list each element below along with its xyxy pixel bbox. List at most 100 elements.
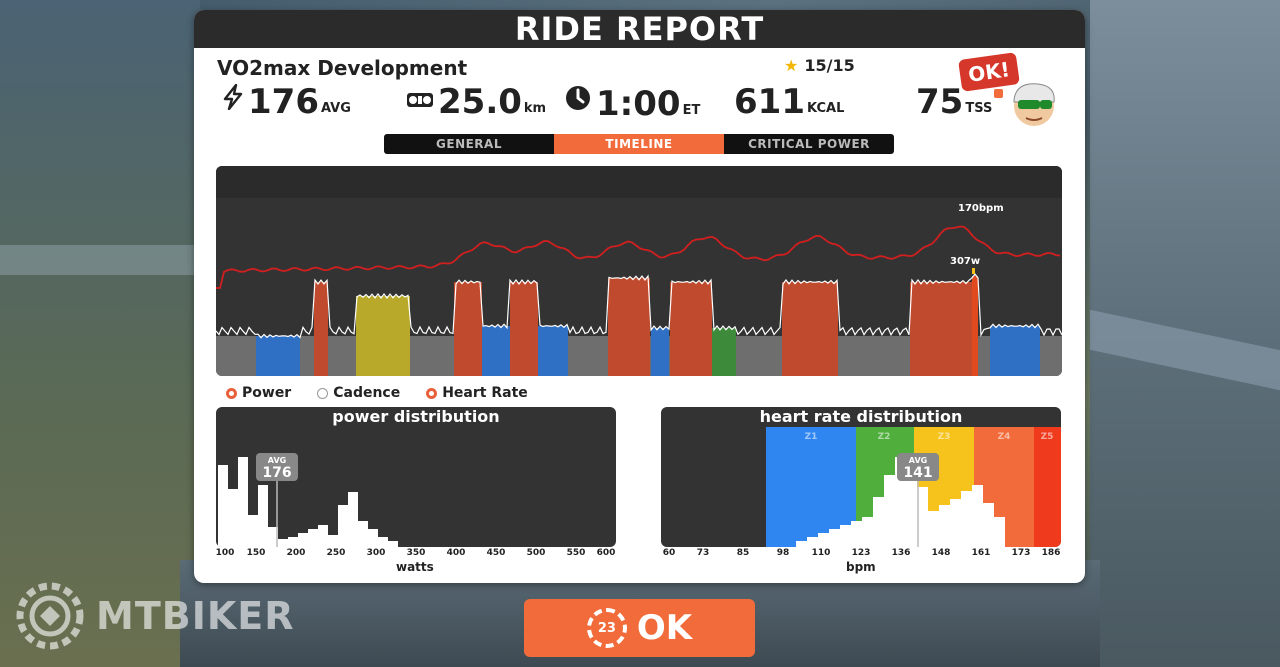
timeline-interval — [782, 282, 838, 376]
legend-cadence-toggle[interactable] — [317, 387, 329, 399]
power-tick: 350 — [406, 548, 426, 558]
hr-dist-bar — [994, 517, 1005, 547]
timeline-interval — [670, 282, 712, 376]
legend-power-toggle[interactable] — [226, 387, 237, 399]
power-x-title: watts — [396, 560, 434, 574]
gear-icon — [16, 582, 84, 650]
power-dist-bar — [328, 535, 338, 547]
hr-distribution-title: heart rate distribution — [759, 407, 963, 426]
tab-timeline[interactable]: TIMELINE — [554, 134, 724, 154]
legend-power[interactable]: Power — [226, 385, 291, 401]
hr-dist-bar — [796, 541, 807, 547]
hr-dist-bar — [818, 533, 829, 547]
hr-tick: 173 — [1011, 548, 1031, 558]
power-tick: 200 — [286, 548, 306, 558]
info-icon[interactable] — [994, 89, 1004, 98]
hr-dist-bar — [829, 529, 840, 547]
timeline-interval — [608, 278, 650, 376]
power-dist-bar — [268, 527, 278, 547]
heart-rate-line — [216, 225, 1061, 289]
hr-tick: 136 — [891, 548, 911, 558]
bike-icon — [406, 84, 434, 120]
timeline-interval — [651, 328, 669, 376]
power-dist-bar — [298, 533, 308, 547]
star-icon: ★ — [784, 56, 799, 75]
power-tick: 100 — [215, 548, 235, 558]
tss-unit: TSS — [965, 101, 993, 116]
brand-name: MTBIKER — [96, 594, 295, 638]
time-value: 1:00 — [596, 84, 681, 124]
hr-tick: 73 — [696, 548, 710, 558]
tss-value: 75 — [916, 82, 964, 122]
lightning-icon — [222, 83, 244, 120]
hr-x-title: bpm — [846, 560, 876, 574]
report-tabs: GENERAL TIMELINE CRITICAL POWER — [384, 134, 894, 154]
time-unit: ET — [682, 103, 701, 118]
legend-hr-toggle[interactable] — [426, 387, 438, 399]
workout-name: VO2max Development — [217, 56, 468, 80]
timeline-interval — [482, 326, 510, 376]
hr-dist-bar — [950, 499, 961, 547]
avatar — [1004, 74, 1060, 130]
clock-icon — [564, 84, 592, 122]
tab-critical-power[interactable]: CRITICAL POWER — [724, 134, 894, 154]
stars-value: 15/15 — [804, 56, 855, 75]
power-dist-bar — [358, 521, 368, 547]
timeline-chart: 170bpm 307w — [216, 166, 1062, 376]
energy-unit: KCAL — [806, 101, 845, 116]
hr-tick: 148 — [931, 548, 951, 558]
power-distribution-title: power distribution — [332, 407, 500, 426]
power-dist-bar — [278, 539, 288, 547]
legend-cadence[interactable]: Cadence — [317, 385, 400, 401]
tab-general[interactable]: GENERAL — [384, 134, 554, 154]
hr-dist-bar — [862, 517, 873, 547]
hr-dist-bar — [906, 467, 917, 547]
stat-energy: 611 KCAL — [734, 84, 844, 120]
power-dist-bar — [378, 537, 388, 547]
brand-logo: MTBIKER — [14, 580, 295, 652]
power-dist-bar — [218, 465, 228, 547]
hr-distribution-chart: heart rate distribution Z1 Z2 Z3 Z4 Z5 A… — [661, 407, 1061, 547]
zone-label: Z2 — [878, 432, 891, 442]
legend-heart-rate[interactable]: Heart Rate — [426, 385, 528, 401]
hr-tick: 110 — [811, 548, 831, 558]
power-dist-bar — [368, 529, 378, 547]
power-value: 176 — [248, 82, 319, 122]
power-tick: 600 — [596, 548, 616, 558]
power-distribution-chart: power distribution AVG 176 — [216, 407, 616, 547]
hr-dist-bar — [939, 505, 950, 547]
stars-count: ★ 15/15 — [784, 56, 855, 75]
hr-avg-label: AVG — [909, 456, 927, 465]
power-dist-bar — [228, 489, 238, 547]
stat-tss: 75 TSS — [916, 82, 1004, 122]
chart-legend: Power Cadence Heart Rate — [226, 385, 528, 401]
hr-avg-badge — [897, 453, 939, 481]
zone-z5 — [1034, 427, 1061, 547]
power-dist-bar — [308, 529, 318, 547]
hr-peak-label: 170bpm — [958, 203, 1004, 214]
background-rail-left — [0, 245, 200, 275]
hr-tick: 60 — [662, 548, 676, 558]
hr-dist-bar — [972, 485, 983, 547]
power-dist-bar — [288, 537, 298, 547]
power-dist-bar — [258, 485, 268, 547]
power-avg-value: 176 — [262, 465, 291, 481]
ok-button[interactable]: 23 OK — [524, 599, 755, 657]
power-tick: 500 — [526, 548, 546, 558]
power-tick: 450 — [486, 548, 506, 558]
power-tick: 250 — [326, 548, 346, 558]
timeline-interval — [454, 282, 482, 376]
power-tick: 300 — [366, 548, 386, 558]
timeline-interval — [356, 296, 410, 376]
hr-dist-bar — [851, 521, 862, 547]
timeline-interval — [990, 326, 1040, 376]
timeline-interval — [256, 336, 300, 376]
power-tick: 400 — [446, 548, 466, 558]
power-tick: 550 — [566, 548, 586, 558]
hr-dist-bar — [917, 487, 928, 547]
timeline-interval — [510, 282, 538, 376]
stat-distance: 25.0 km — [406, 84, 546, 120]
zone-label: Z4 — [998, 432, 1011, 442]
stat-time: 1:00 ET — [564, 84, 700, 122]
power-dist-bar — [338, 505, 348, 547]
